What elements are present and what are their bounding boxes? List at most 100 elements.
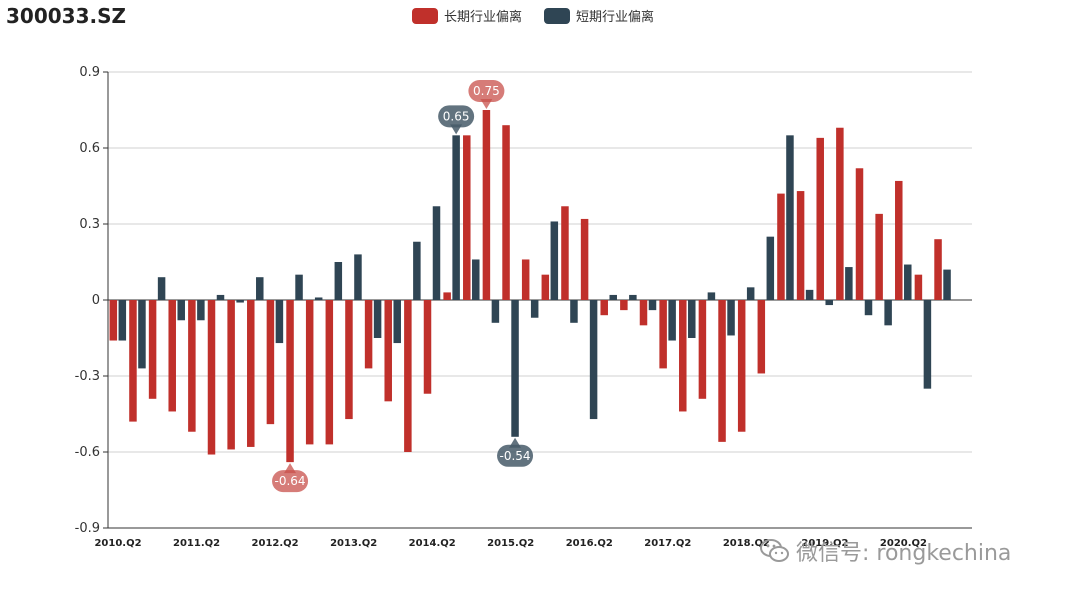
bar-short-term xyxy=(570,300,578,323)
bar-long-term xyxy=(482,110,491,300)
bar-long-term xyxy=(384,300,392,402)
bar-short-term xyxy=(177,300,185,321)
bar-short-term xyxy=(550,221,559,300)
bar-short-term xyxy=(668,300,676,341)
x-tick-label: 2020.Q2 xyxy=(880,538,927,549)
bar-short-term xyxy=(157,277,166,300)
legend: 长期行业偏离 短期行业偏离 xyxy=(412,6,654,25)
bar-long-term xyxy=(423,300,432,394)
annotation-bubble xyxy=(272,470,309,493)
bar-long-term xyxy=(600,300,608,316)
bar-long-term xyxy=(914,274,923,300)
bar-short-term xyxy=(452,135,460,300)
legend-label-long: 长期行业偏离 xyxy=(444,10,523,25)
bar-short-term xyxy=(511,300,519,437)
watermark-text: 微信号: rongkechina xyxy=(796,541,1012,566)
bar-short-term xyxy=(629,294,637,300)
bar-short-term xyxy=(236,300,244,303)
bar-long-term xyxy=(580,218,589,300)
bar-short-term xyxy=(943,269,951,300)
bar-short-term xyxy=(746,287,755,300)
annotation-label: 0.65 xyxy=(443,109,470,123)
bar-long-term xyxy=(698,300,707,399)
bar-short-term xyxy=(845,267,853,300)
bar-short-term xyxy=(393,300,401,344)
bar-long-term xyxy=(207,300,216,455)
bar-short-term xyxy=(432,206,441,300)
bar-long-term xyxy=(875,213,883,300)
bar-short-term xyxy=(373,300,382,338)
annotation-bubble xyxy=(438,105,475,128)
y-tick-label: -0.3 xyxy=(75,369,100,384)
bar-long-term xyxy=(148,300,157,399)
y-tick-label: 0.3 xyxy=(79,217,100,232)
legend-label-short: 短期行业偏离 xyxy=(576,10,655,25)
legend-swatch-long xyxy=(412,7,438,24)
annotation-label: -0.54 xyxy=(500,449,531,463)
annotation-bubble xyxy=(497,444,534,467)
bar-short-term xyxy=(805,289,814,300)
bar-long-term xyxy=(895,180,903,300)
bar-long-term xyxy=(718,300,726,442)
x-tick-label: 2012.Q2 xyxy=(252,538,299,549)
bar-long-term xyxy=(364,300,373,369)
wechat-icon xyxy=(760,539,789,562)
x-tick-label: 2011.Q2 xyxy=(173,538,220,549)
bar-long-term xyxy=(286,300,294,463)
legend-swatch-short xyxy=(544,7,571,24)
bar-short-term xyxy=(334,262,343,300)
bar-long-term xyxy=(757,300,766,374)
x-tick-label: 2018.Q2 xyxy=(723,538,770,549)
bar-short-term xyxy=(530,300,539,318)
bar-long-term xyxy=(227,300,235,450)
bar-short-term xyxy=(216,294,225,300)
bar-short-term xyxy=(923,300,932,389)
bar-short-term xyxy=(314,297,323,300)
bar-short-term xyxy=(354,254,362,300)
bar-short-term xyxy=(825,300,833,306)
annotation-label: -0.64 xyxy=(275,474,306,488)
bar-short-term xyxy=(472,259,480,300)
annotation-bubble xyxy=(468,80,505,102)
bar-short-term xyxy=(727,300,735,336)
bar-long-term xyxy=(679,300,687,412)
bar-short-term xyxy=(197,300,205,321)
x-tick-label: 2016.Q2 xyxy=(566,538,613,549)
bar-short-term xyxy=(138,300,146,369)
bar-long-term xyxy=(325,300,334,445)
bar-long-term xyxy=(659,300,667,369)
bar-short-term xyxy=(118,300,127,341)
bar-long-term xyxy=(777,193,785,300)
x-tick-label: 2015.Q2 xyxy=(487,538,534,549)
legend-item-short[interactable]: 短期行业偏离 xyxy=(544,6,654,25)
bar-long-term xyxy=(639,300,648,326)
bar-long-term xyxy=(404,300,412,452)
bar-long-term xyxy=(796,191,805,300)
bar-short-term xyxy=(609,294,617,300)
bar-long-term xyxy=(855,168,864,300)
bar-short-term xyxy=(904,264,912,300)
bar-long-term xyxy=(129,300,137,422)
bar-short-term xyxy=(256,277,264,300)
bar-long-term xyxy=(168,300,176,412)
bar-long-term xyxy=(305,300,314,445)
x-tick-label: 2010.Q2 xyxy=(94,538,141,549)
watermark: 微信号: rongkechina xyxy=(760,535,1011,567)
x-tick-label: 2014.Q2 xyxy=(409,538,456,549)
bar-long-term xyxy=(463,135,471,300)
bar-short-term xyxy=(786,135,794,300)
bar-long-term xyxy=(816,137,824,300)
bar-short-term xyxy=(491,300,500,323)
y-tick-label: 0 xyxy=(92,293,100,308)
legend-item-long[interactable]: 长期行业偏离 xyxy=(412,6,522,25)
bar-long-term xyxy=(266,300,275,425)
x-tick-label: 2013.Q2 xyxy=(330,538,377,549)
bar-long-term xyxy=(521,259,530,300)
chart-title: 300033.SZ xyxy=(6,4,126,28)
bar-short-term xyxy=(864,300,873,316)
y-tick-label: 0.6 xyxy=(79,141,100,156)
bar-short-term xyxy=(648,300,657,311)
y-tick-label: 0.9 xyxy=(79,65,100,80)
y-tick-label: -0.9 xyxy=(75,521,100,536)
